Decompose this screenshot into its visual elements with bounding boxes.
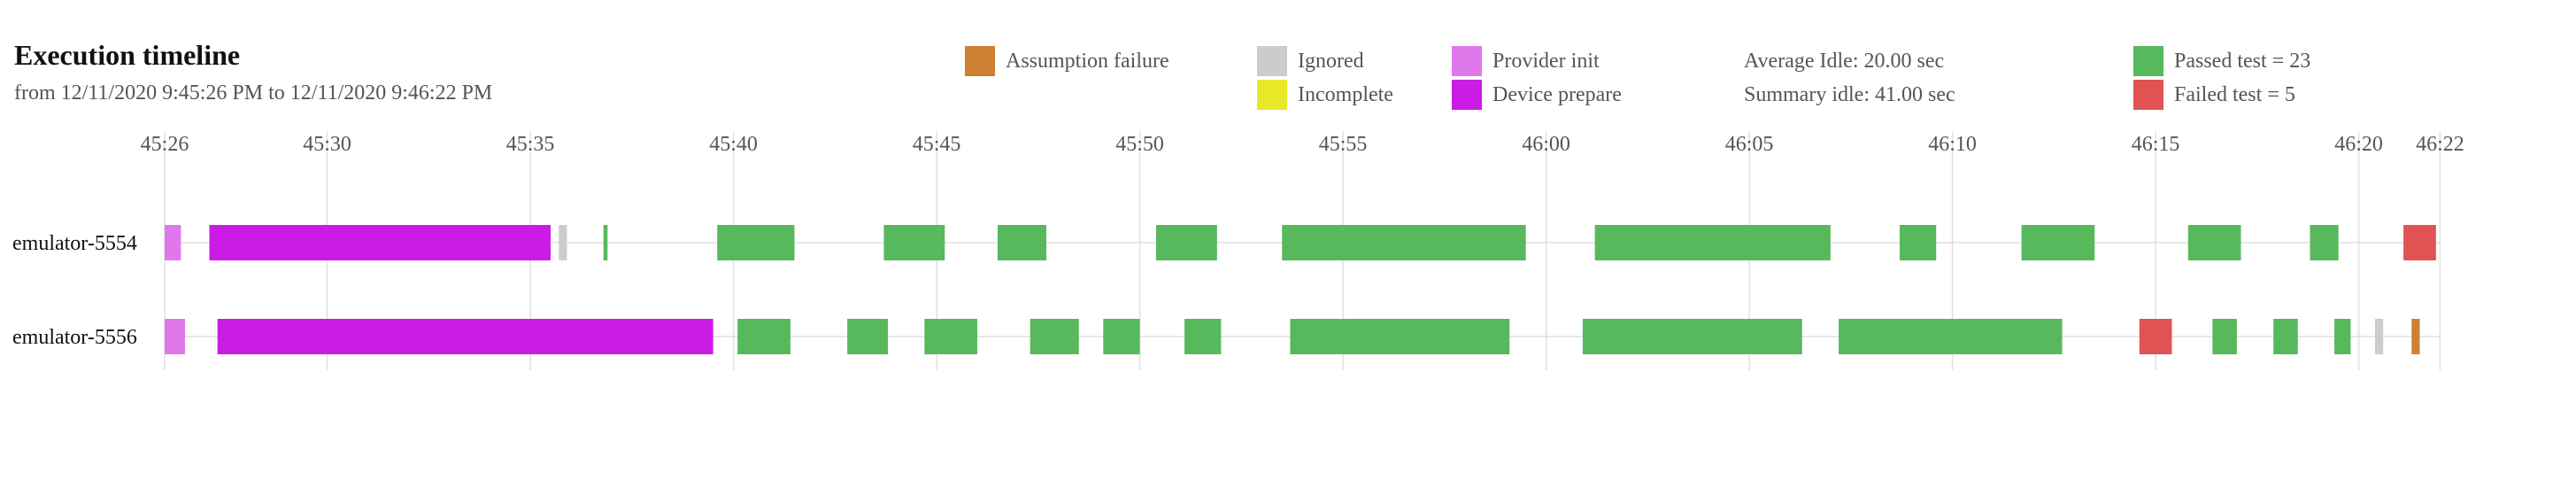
legend-item-assumption-failure: Assumption failure [965,46,1169,76]
time-range-subtitle: from 12/11/2020 9:45:26 PM to 12/11/2020… [14,81,493,105]
failed-test-count: Failed test = 5 [2133,80,2295,110]
device-row-label: emulator-5554 [12,232,137,255]
ignored-segment[interactable] [559,225,567,260]
legend-item-ignored: Ignored [1257,46,1364,76]
assumption-failure-swatch [965,46,995,76]
legend-label: Ignored [1298,49,1364,73]
x-tick-label: 45:50 [1115,133,1164,156]
passed-test-count: Passed test = 23 [2133,46,2310,76]
passed-segment[interactable] [717,225,795,260]
x-tick-label: 45:40 [709,133,758,156]
legend-item-device-prepare: Device prepare [1452,80,1622,110]
legend-label: Device prepare [1492,82,1622,106]
passed-segment[interactable] [1030,319,1079,354]
incomplete-swatch [1257,80,1287,110]
passed-segment[interactable] [1103,319,1140,354]
x-tick-label: 46:22 [2416,133,2464,156]
passed-label: Passed test = 23 [2174,49,2311,73]
assumption-failure-segment[interactable] [2411,319,2420,354]
passed-segment[interactable] [1155,225,1217,260]
passed-segment[interactable] [1899,225,1937,260]
legend-item-incomplete: Incomplete [1257,80,1393,110]
x-tick-label: 45:30 [303,133,351,156]
page-title: Execution timeline [14,39,241,71]
device-row-label: emulator-5556 [12,326,137,349]
failed-segment[interactable] [2403,225,2436,260]
passed-segment[interactable] [1282,225,1526,260]
legend-label: Provider init [1492,49,1600,73]
passed-segment[interactable] [1839,319,2063,354]
passed-segment[interactable] [2021,225,2095,260]
provider-init-swatch [1452,46,1482,76]
passed-segment[interactable] [2212,319,2237,354]
x-tick-label: 45:45 [913,133,961,156]
passed-segment[interactable] [2334,319,2351,354]
x-tick-label: 46:05 [1725,133,1774,156]
device-prepare-segment[interactable] [209,225,551,260]
x-tick-label: 46:10 [1928,133,1977,156]
device-prepare-swatch [1452,80,1482,110]
failed-swatch [2133,80,2163,110]
x-tick-label: 45:35 [506,133,555,156]
passed-segment[interactable] [847,319,889,354]
provider-init-segment[interactable] [165,319,185,354]
legend-label: Incomplete [1298,82,1393,106]
legend-label: Assumption failure [1006,49,1169,73]
passed-segment[interactable] [1184,319,1222,354]
passed-segment[interactable] [1594,225,1831,260]
passed-segment[interactable] [1290,319,1510,354]
passed-segment[interactable] [883,225,945,260]
x-tick-label: 45:26 [141,133,189,156]
device-prepare-segment[interactable] [217,319,713,354]
x-tick-label: 45:55 [1319,133,1368,156]
provider-init-segment[interactable] [165,225,181,260]
passed-segment[interactable] [737,319,791,354]
average-idle-stat: Average Idle: 20.00 sec [1744,50,1945,73]
passed-segment[interactable] [2187,225,2241,260]
x-tick-label: 46:20 [2334,133,2383,156]
passed-swatch [2133,46,2163,76]
x-tick-label: 46:00 [1522,133,1570,156]
failed-label: Failed test = 5 [2174,82,2295,106]
passed-segment[interactable] [603,225,608,260]
ignored-segment[interactable] [2374,319,2384,354]
passed-segment[interactable] [2273,319,2298,354]
passed-segment[interactable] [997,225,1047,260]
failed-segment[interactable] [2139,319,2172,354]
ignored-swatch [1257,46,1287,76]
x-tick-label: 46:15 [2132,133,2180,156]
passed-segment[interactable] [2310,225,2339,260]
legend-item-provider-init: Provider init [1452,46,1600,76]
passed-segment[interactable] [924,319,977,354]
summary-idle-stat: Summary idle: 41.00 sec [1744,83,1955,106]
passed-segment[interactable] [1582,319,1802,354]
